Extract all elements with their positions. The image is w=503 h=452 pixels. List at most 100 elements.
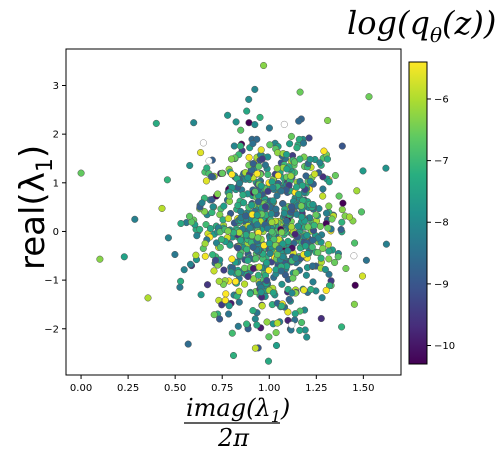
scatter-point [338,218,346,226]
scatter-point [292,269,300,277]
scatter-point [283,165,291,173]
scatter-point [249,243,257,251]
scatter-point [295,117,303,125]
scatter-point [234,322,242,330]
scatter-point [202,177,210,185]
scatter-point [216,211,224,219]
colorbar [408,61,428,365]
scatter-point [251,344,259,352]
scatter-point [324,116,332,125]
scatter-point [177,277,185,285]
scatter-point [365,93,373,101]
scatter-point [211,256,220,264]
scatter-point [217,235,226,243]
scatter-point [272,205,280,213]
scatter-point [261,161,269,169]
scatter-point [357,208,366,216]
scatter-point [312,211,320,219]
y-tick-label: −2 [44,324,59,335]
scatter-point [273,192,281,200]
scatter-point [318,294,326,302]
scatter-point [177,219,185,228]
scatter-point [325,255,333,263]
scatter-point [351,281,359,289]
y-axis-label: real(λ1) [13,145,58,270]
scatter-point [257,288,265,296]
scatter-point [216,243,224,251]
scatter-point [201,252,209,260]
scatter-point [325,178,333,186]
scatter-point [210,311,218,319]
scatter-point [302,271,310,279]
scatter-point [324,240,332,249]
scatter-point [273,319,281,327]
scatter-point [319,185,327,193]
scatter-point [284,247,292,255]
scatter-point [288,289,296,297]
scatter-point [232,118,240,126]
scatter-point [325,202,333,210]
scatter-point [263,276,271,285]
scatter-point [220,202,228,210]
scatter-point [283,150,291,159]
scatter-point [306,177,314,185]
scatter-point [265,239,274,247]
scatter-point [225,302,233,310]
scatter-point [287,203,295,211]
y-tick-label: 1 [53,178,59,189]
scatter-points [77,61,390,365]
scatter-point [234,244,242,252]
scatter-point [253,170,261,178]
scatter-point [258,302,266,310]
scatter-point [263,259,271,267]
scatter-point [244,174,252,182]
scatter-point [302,242,310,250]
scatter-point [198,199,206,207]
scatter-point [317,314,325,323]
colorbar-tick-label: −10 [434,341,455,352]
scatter-point [186,260,195,268]
colorbar-ticks: −10 −9 −8 −7 −6 [427,94,455,352]
scatter-point [243,320,251,328]
y-axis: −2 −1 0 1 2 3 [44,81,66,335]
y-tick-label: −1 [44,276,59,287]
scatter-point [248,201,256,209]
scatter-point [205,157,213,165]
scatter-point [184,340,192,348]
scatter-point [216,315,224,323]
scatter-point [307,285,315,294]
scatter-point [350,252,358,260]
scatter-point [197,291,205,299]
scatter-point [293,144,301,152]
scatter-point [215,277,223,285]
scatter-point [280,120,288,128]
scatter-point [272,341,281,350]
scatter-point [251,121,259,129]
scatter-point [272,329,280,337]
scatter-point [296,326,304,334]
scatter-point [264,357,273,365]
x-tick-label: 0.75 [211,383,233,394]
scatter-point [324,224,332,232]
scatter-point [282,217,291,225]
scatter-point [235,179,244,187]
scatter-point [235,287,243,295]
scatter-point [218,169,226,177]
scatter-point [264,187,272,195]
scatter-point [242,212,250,220]
scatter-point [292,254,300,262]
scatter-point [236,251,244,259]
scatter-point [267,210,275,218]
x-axis-label: imag(λ1) 2π [184,394,290,452]
scatter-point [199,139,207,147]
scatter-point [220,266,228,274]
scatter-point [308,262,317,270]
scatter-point [266,141,274,149]
scatter-point [297,202,305,210]
scatter-point [144,294,152,302]
scatter-point [260,61,268,70]
scatter-point [335,192,343,200]
scatter-point [296,88,304,96]
scatter-point [225,310,233,318]
scatter-point [243,107,251,115]
